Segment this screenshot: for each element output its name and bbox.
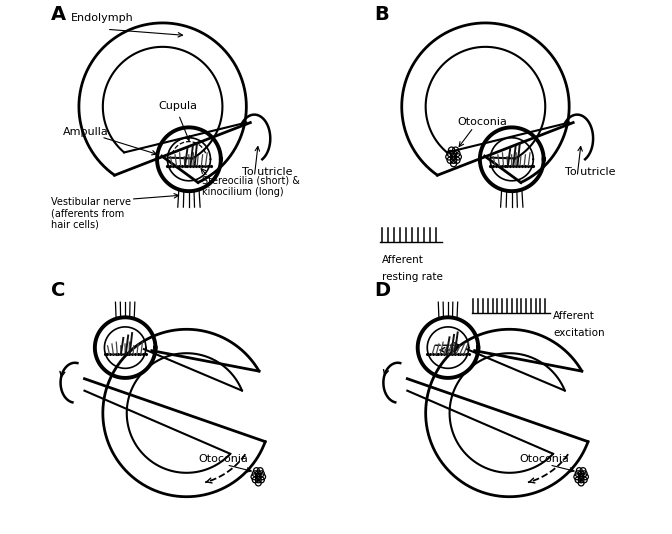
Text: Ampulla: Ampulla xyxy=(63,127,109,137)
Text: Afferent: Afferent xyxy=(553,311,595,321)
Text: Stereocilia (short) &
kinocilium (long): Stereocilia (short) & kinocilium (long) xyxy=(202,175,300,197)
Text: Otoconia: Otoconia xyxy=(198,454,249,465)
Text: excitation: excitation xyxy=(553,328,605,339)
Text: Otoconia: Otoconia xyxy=(519,454,570,465)
Text: B: B xyxy=(374,5,388,25)
Text: Afferent: Afferent xyxy=(382,255,423,265)
Text: Cupula: Cupula xyxy=(159,101,198,111)
Text: Vestibular nerve
(afferents from
hair cells): Vestibular nerve (afferents from hair ce… xyxy=(51,197,131,230)
Text: To utricle: To utricle xyxy=(565,167,616,177)
Text: Otoconia: Otoconia xyxy=(458,117,507,127)
Text: resting rate: resting rate xyxy=(382,272,443,282)
Text: D: D xyxy=(374,281,390,301)
Text: Endolymph: Endolymph xyxy=(71,13,134,23)
Text: A: A xyxy=(51,5,66,25)
Text: To utricle: To utricle xyxy=(243,167,293,177)
Text: C: C xyxy=(51,281,65,301)
